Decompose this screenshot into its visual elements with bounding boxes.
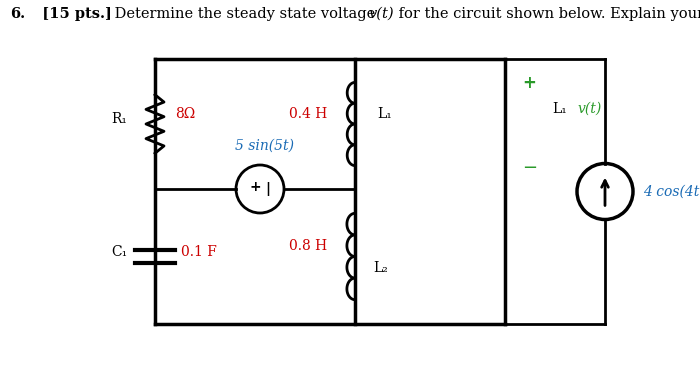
Text: 0.1 F: 0.1 F: [181, 245, 217, 259]
Text: Determine the steady state voltage: Determine the steady state voltage: [110, 7, 380, 21]
Text: v(t): v(t): [577, 102, 601, 116]
Text: 0.8 H: 0.8 H: [289, 240, 327, 254]
Text: +: +: [249, 180, 261, 194]
Text: +: +: [522, 74, 536, 92]
Text: C₁: C₁: [111, 245, 127, 259]
Text: L₂: L₂: [373, 261, 388, 275]
Text: L₁: L₁: [377, 107, 392, 121]
Text: |: |: [265, 182, 270, 196]
Text: 4 cos(4t + 30°): 4 cos(4t + 30°): [643, 184, 700, 198]
Text: for the circuit shown below. Explain your reasoning.: for the circuit shown below. Explain you…: [394, 7, 700, 21]
Text: 5 sin(5t): 5 sin(5t): [235, 139, 295, 153]
Text: 0.4 H: 0.4 H: [288, 107, 327, 121]
Text: 8Ω: 8Ω: [175, 107, 195, 121]
Text: L₁: L₁: [552, 102, 567, 116]
Text: R₁: R₁: [111, 112, 127, 126]
Text: −: −: [522, 159, 537, 177]
Text: 6.: 6.: [10, 7, 25, 21]
Text: [15 pts.]: [15 pts.]: [32, 7, 112, 21]
Text: v(t): v(t): [368, 7, 393, 21]
